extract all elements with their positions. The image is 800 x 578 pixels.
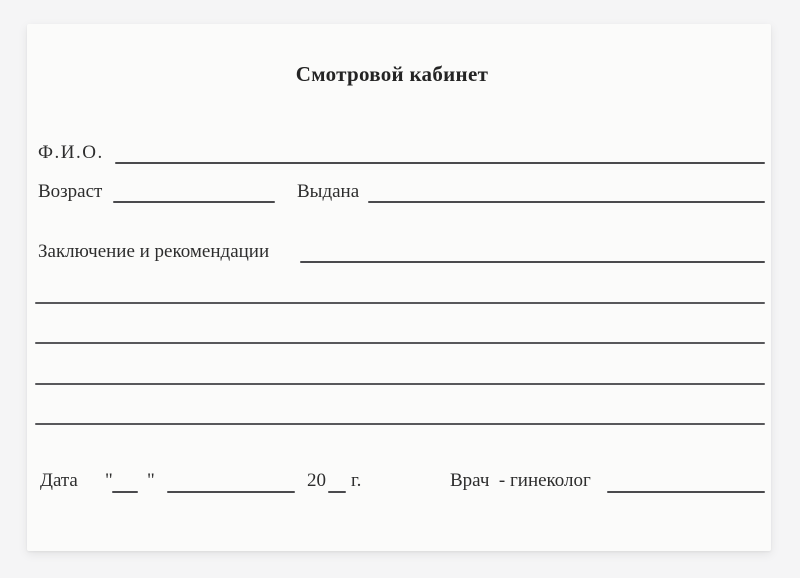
issued-label: Выдана <box>297 181 360 202</box>
age-label: Возраст <box>38 181 103 202</box>
fio-label: Ф.И.О. <box>38 142 104 163</box>
ruled-line <box>35 302 765 304</box>
ruled-line <box>35 342 765 344</box>
date-day-blank-line <box>112 491 138 493</box>
date-year-suffix: г. <box>351 470 362 491</box>
date-label: Дата <box>40 470 78 491</box>
age-blank-line <box>113 201 275 203</box>
form-title: Смотровой кабинет <box>295 62 489 86</box>
conclusion-label: Заключение и рекомендации <box>38 241 270 262</box>
ruled-line <box>35 423 765 425</box>
date-year-prefix: 20 <box>307 470 326 491</box>
medical-form-card: Смотровой кабинет Ф.И.О. Возраст Выдана … <box>27 24 771 551</box>
doctor-label: Врач - гинеколог <box>450 470 591 491</box>
date-year-blank-line <box>328 491 346 493</box>
doctor-signature-blank-line <box>607 491 765 493</box>
date-month-blank-line <box>167 491 295 493</box>
conclusion-blank-line <box>300 261 765 263</box>
date-close-quote: " <box>147 470 155 491</box>
fio-blank-line <box>115 162 765 164</box>
ruled-line <box>35 383 765 385</box>
issued-blank-line <box>368 201 765 203</box>
date-open-quote: " <box>105 470 113 491</box>
